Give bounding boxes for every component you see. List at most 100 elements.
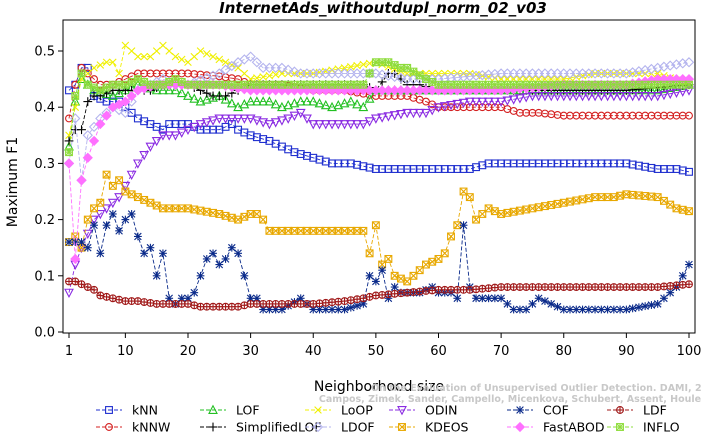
data-point-lof-47 xyxy=(352,99,362,109)
data-point-odin-92 xyxy=(633,92,644,102)
legend-item-cof: COF xyxy=(507,403,569,418)
data-point-loop-8 xyxy=(109,58,117,67)
data-point-ldf-6 xyxy=(96,291,105,300)
data-point-inflo-19 xyxy=(177,77,186,86)
data-point-lof-27 xyxy=(226,98,237,108)
data-point-ldf-56 xyxy=(409,288,418,297)
data-point-odin-80 xyxy=(558,92,569,102)
legend-item-kdeos: KDEOS xyxy=(389,420,469,434)
data-point-odin-10 xyxy=(120,181,131,192)
series-kdeos xyxy=(65,170,693,286)
data-point-cof-46 xyxy=(346,303,355,312)
data-point-kdeos-8 xyxy=(108,181,117,190)
data-point-odin-4 xyxy=(82,229,93,240)
data-point-odin-96 xyxy=(659,90,669,101)
data-point-cof-12 xyxy=(133,232,142,241)
series-line-kdeos xyxy=(68,173,690,282)
data-point-ldof-4 xyxy=(82,130,93,141)
data-point-knnw-100 xyxy=(685,111,693,120)
data-point-lof-37 xyxy=(289,98,300,108)
data-point-ldof-35 xyxy=(276,62,288,74)
data-point-odin-57 xyxy=(414,108,425,119)
legend-label-odin: ODIN xyxy=(425,403,458,418)
data-point-inflo-18 xyxy=(171,75,180,84)
data-point-knn-27 xyxy=(227,120,236,129)
data-point-ldf-3 xyxy=(77,280,86,289)
data-point-cof-75 xyxy=(528,300,537,308)
data-point-cof-13 xyxy=(140,249,149,258)
data-point-fastabod-6 xyxy=(95,118,106,130)
legend-item-knn: kNN xyxy=(96,403,158,418)
data-point-lof-24 xyxy=(208,92,218,102)
data-point-cof-26 xyxy=(221,255,230,263)
legend-marker-cof xyxy=(516,406,524,414)
data-point-knnw-5 xyxy=(90,75,99,84)
legend-label-ldf: LDF xyxy=(643,403,667,418)
data-point-kdeos-64 xyxy=(459,187,468,196)
data-point-odin-30 xyxy=(245,114,256,124)
data-point-cof-10 xyxy=(121,215,130,224)
data-point-lof-20 xyxy=(183,90,193,100)
data-point-odin-33 xyxy=(264,120,275,130)
data-point-odin-42 xyxy=(320,120,331,130)
data-point-odin-31 xyxy=(251,116,262,126)
x-tick-label: 60 xyxy=(430,344,447,359)
data-point-cof-91 xyxy=(628,304,637,313)
data-point-fastabod-10 xyxy=(120,96,131,107)
x-tick-label: 70 xyxy=(493,344,510,359)
data-point-odin-28 xyxy=(233,114,244,124)
data-point-odin-26 xyxy=(220,114,231,124)
data-point-odin-95 xyxy=(652,92,663,102)
data-point-cof-29 xyxy=(240,271,249,280)
data-point-odin-8 xyxy=(107,198,118,209)
data-point-odin-32 xyxy=(258,118,269,128)
data-point-inflo-36 xyxy=(284,80,293,89)
data-point-odin-72 xyxy=(508,95,519,105)
data-point-loop-24 xyxy=(209,52,217,61)
data-point-inflo-32 xyxy=(259,80,268,89)
data-point-inflo-90 xyxy=(622,80,631,89)
data-point-odin-22 xyxy=(195,120,206,130)
data-point-odin-90 xyxy=(621,92,632,102)
data-point-odin-46 xyxy=(345,120,356,130)
legend-item-ldf: LDF xyxy=(607,403,667,418)
data-point-loop-47 xyxy=(353,61,361,70)
data-point-kdeos-84 xyxy=(584,194,593,203)
data-point-odin-59 xyxy=(427,106,438,116)
data-point-ldf-45 xyxy=(340,297,349,306)
data-point-lof-35 xyxy=(277,101,287,112)
data-point-loop-10 xyxy=(121,41,130,50)
legend-item-fastabod: FastABOD xyxy=(507,420,605,434)
data-point-odin-1 xyxy=(64,288,74,299)
legend-marker-inflo xyxy=(616,423,624,431)
data-point-odin-19 xyxy=(176,128,187,138)
x-tick-label: 30 xyxy=(242,344,259,359)
data-point-simplifiedlof-3 xyxy=(77,125,86,135)
data-point-loop-13 xyxy=(140,52,148,61)
data-point-lof-40 xyxy=(308,96,319,106)
data-point-odin-47 xyxy=(352,120,362,130)
data-point-kdeos-65 xyxy=(465,193,474,202)
data-point-cof-63 xyxy=(453,294,462,303)
data-point-kdeos-57 xyxy=(415,266,424,275)
x-axis-label: Neighborhood size xyxy=(314,379,444,395)
data-point-inflo-89 xyxy=(616,80,625,89)
data-point-lof-21 xyxy=(189,93,200,103)
data-point-ldf-21 xyxy=(190,301,199,310)
data-point-odin-38 xyxy=(295,108,306,119)
data-point-ldf-4 xyxy=(83,283,92,291)
data-point-cof-74 xyxy=(522,305,531,314)
data-point-odin-40 xyxy=(308,120,319,130)
data-point-inflo-14 xyxy=(146,80,155,89)
data-point-ldof-26 xyxy=(220,64,231,75)
data-point-cof-22 xyxy=(196,271,205,280)
data-point-kdeos-5 xyxy=(90,204,99,213)
plot-area: 0.0 0.1 0.2 0.3 0.4 0.5 1 10 20 30 40 50 60 70 80 90 100 xyxy=(34,19,701,359)
data-point-ldof-54 xyxy=(395,72,407,84)
data-point-odin-16 xyxy=(158,131,168,141)
data-point-loop-21 xyxy=(190,52,199,61)
data-point-lof-3 xyxy=(76,73,87,84)
legend-marker-odin xyxy=(397,406,407,416)
series-line-simplifiedlof xyxy=(68,73,690,142)
data-point-loop-19 xyxy=(177,55,186,64)
